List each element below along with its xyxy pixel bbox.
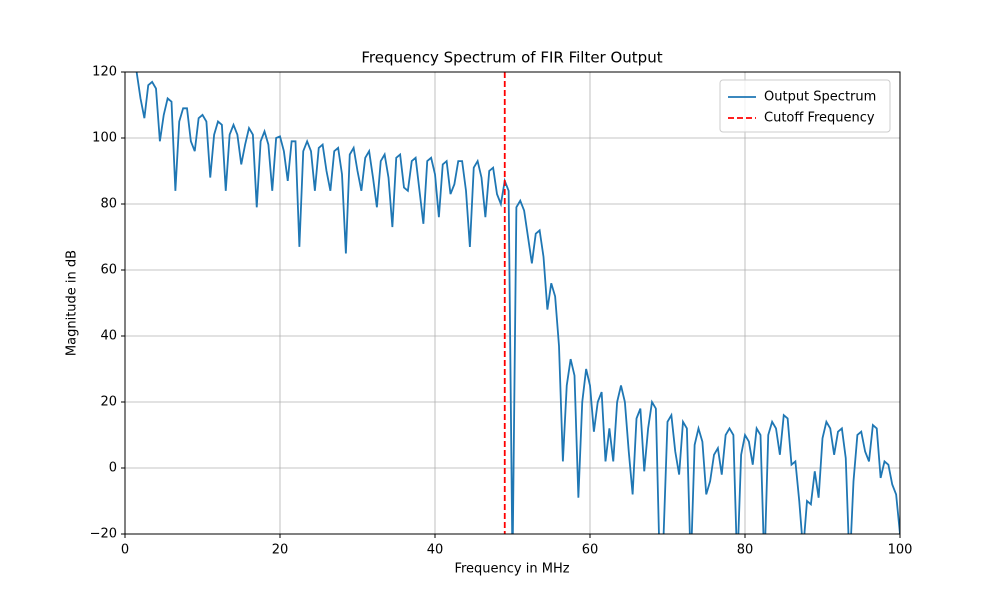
y-axis-label: Magnitude in dB	[65, 250, 80, 356]
chart-title: Frequency Spectrum of FIR Filter Output	[361, 49, 662, 67]
y-tick-label: 120	[92, 65, 117, 80]
x-tick-label: 20	[272, 543, 289, 558]
line	[135, 72, 900, 534]
legend-box	[719, 79, 891, 133]
y-tick-label: 100	[92, 131, 117, 146]
y-tick-label: 20	[100, 395, 117, 410]
plot-area	[135, 72, 900, 534]
y-tick-label: −20	[90, 527, 117, 542]
y-tick-label: 80	[100, 197, 117, 212]
y-tick-label: 40	[100, 329, 117, 344]
x-tick-label: 0	[121, 543, 129, 558]
x-tick-label: 60	[582, 543, 599, 558]
legend-label: Output Spectrum	[764, 90, 876, 105]
x-tick-label: 80	[737, 543, 754, 558]
y-tick-label: 60	[100, 263, 117, 278]
y-tick-label: 0	[109, 461, 117, 476]
x-tick-label: 40	[427, 543, 444, 558]
x-axis-label: Frequency in MHz	[454, 562, 569, 577]
plot-frame	[124, 71, 901, 535]
legend-label: Cutoff Frequency	[764, 111, 875, 126]
x-tick-label: 100	[888, 543, 913, 558]
